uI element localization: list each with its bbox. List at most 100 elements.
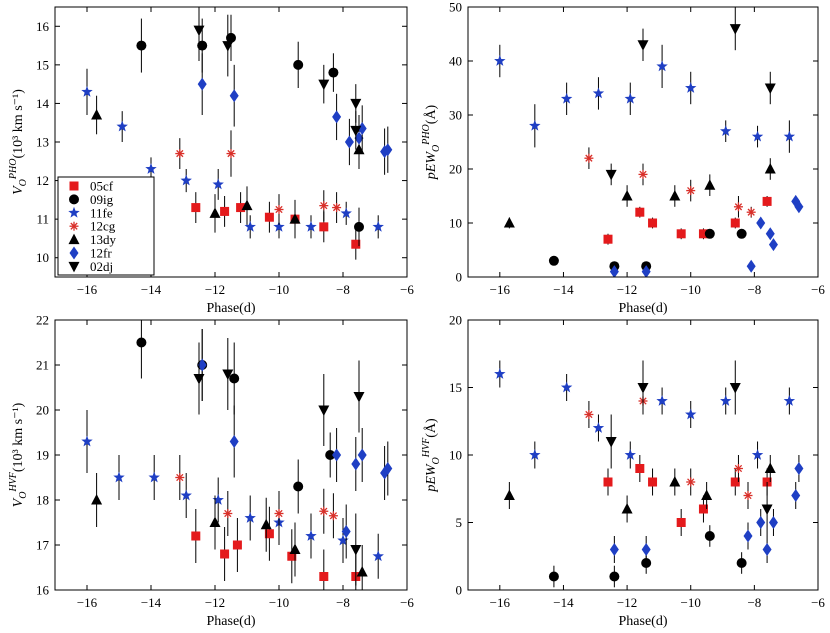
point-12cg — [743, 491, 753, 500]
point-11fe — [592, 87, 605, 99]
point-05cf — [635, 207, 645, 217]
point-11fe — [624, 449, 636, 460]
point-12cg — [328, 511, 338, 521]
point-09ig — [136, 337, 147, 348]
point-09ig — [293, 481, 304, 492]
point-05cf — [319, 222, 329, 232]
point-02dj — [318, 79, 330, 91]
point-05cf — [603, 234, 613, 244]
point-13dy — [209, 207, 221, 218]
point-05cf — [698, 229, 708, 239]
point-02dj — [222, 369, 234, 380]
point-11fe — [685, 408, 697, 420]
panel-top-right: −16 −14 −12 −10 −8 −6 0 10 20 30 40 50 Phase(d) pEWOP… — [421, 0, 825, 316]
series-09ig — [548, 228, 747, 272]
y-tick-label: 30 — [449, 108, 462, 123]
x-tick-label: −8 — [747, 595, 761, 610]
point-12fr — [383, 462, 393, 475]
point-05cf — [264, 529, 274, 539]
point-09ig — [548, 571, 559, 582]
point-11fe — [116, 120, 128, 132]
series-02dj — [193, 338, 365, 586]
legend-label-12fr: 12fr — [90, 246, 112, 261]
series-12fr — [609, 194, 804, 277]
point-12cg — [584, 410, 594, 419]
series-12fr — [609, 455, 804, 563]
point-02dj — [193, 374, 205, 385]
point-11fe — [656, 395, 668, 406]
x-axis-label: Phase(d) — [207, 301, 256, 316]
point-12cg — [319, 506, 329, 516]
point-12fr — [768, 516, 778, 529]
point-02dj — [193, 25, 205, 37]
point-11fe — [81, 85, 93, 97]
series-12cg — [584, 387, 753, 509]
series-02dj — [605, 7, 776, 186]
point-12cg — [226, 149, 236, 159]
x-axis-label: Phase(d) — [207, 614, 256, 629]
point-11fe — [783, 130, 796, 142]
x-axis-label: Phase(d) — [619, 301, 668, 316]
legend-label-05cf: 05cf — [90, 179, 114, 194]
point-13dy — [209, 516, 221, 527]
y-axis-label: pEWOHVF(Å) — [421, 418, 442, 493]
point-11fe — [337, 534, 349, 546]
y-tick-label: 17 — [36, 538, 50, 553]
panel-bottom-right: −16 −14 −12 −10 −8 −6 0 5 10 15 20 Phase(d) pEWOHVF(… — [421, 313, 825, 630]
plot-frame — [54, 6, 408, 278]
point-05cf — [603, 477, 613, 487]
y-tick-label: 0 — [456, 583, 463, 598]
x-tick-label: −14 — [141, 282, 162, 297]
legend-marker-09ig — [69, 194, 79, 205]
data-points — [494, 360, 804, 588]
y-tick-label: 10 — [36, 250, 49, 265]
point-12fr — [756, 516, 766, 529]
point-09ig — [704, 531, 715, 541]
series-11fe — [494, 360, 796, 469]
y-tick-label: 16 — [36, 19, 50, 34]
point-11fe — [113, 471, 125, 483]
x-tick-label: −10 — [681, 595, 701, 610]
point-02dj — [318, 405, 330, 416]
legend-label-13dy: 13dy — [90, 232, 117, 247]
x-axis-label: Phase(d) — [619, 614, 668, 629]
point-05cf — [676, 229, 686, 239]
series-11fe — [494, 44, 796, 153]
point-12fr — [197, 77, 207, 91]
x-tick-label: −12 — [205, 282, 225, 297]
point-12fr — [197, 358, 207, 372]
x-tick-label: −10 — [269, 595, 289, 610]
point-11fe — [180, 174, 192, 186]
point-11fe — [244, 220, 256, 232]
legend-marker-12cg — [69, 221, 79, 231]
point-11fe — [372, 550, 384, 562]
point-11fe — [244, 512, 256, 523]
point-12fr — [609, 543, 619, 556]
point-11fe — [273, 220, 285, 232]
point-13dy — [704, 179, 716, 190]
point-13dy — [241, 199, 253, 211]
point-12fr — [351, 457, 361, 471]
legend-marker-11fe — [68, 206, 80, 218]
y-axis-label: VOPHO(10³ km s⁻¹) — [8, 89, 29, 195]
point-12fr — [756, 216, 766, 230]
point-02dj — [637, 383, 649, 394]
point-09ig — [325, 450, 336, 460]
point-11fe — [529, 119, 541, 131]
point-11fe — [145, 163, 157, 174]
series-12cg — [175, 455, 338, 539]
point-11fe — [494, 368, 506, 379]
point-11fe — [560, 92, 573, 104]
point-09ig — [229, 373, 240, 384]
point-02dj — [350, 98, 362, 110]
point-11fe — [212, 494, 224, 505]
x-tick-label: −14 — [141, 595, 162, 610]
point-05cf — [264, 212, 274, 222]
point-05cf — [648, 218, 658, 228]
point-11fe — [212, 178, 224, 190]
series-09ig — [548, 525, 747, 588]
plot-frame — [467, 319, 819, 591]
y-tick-label: 16 — [36, 583, 50, 598]
point-11fe — [720, 395, 732, 406]
y-tick-label: 15 — [36, 57, 49, 72]
